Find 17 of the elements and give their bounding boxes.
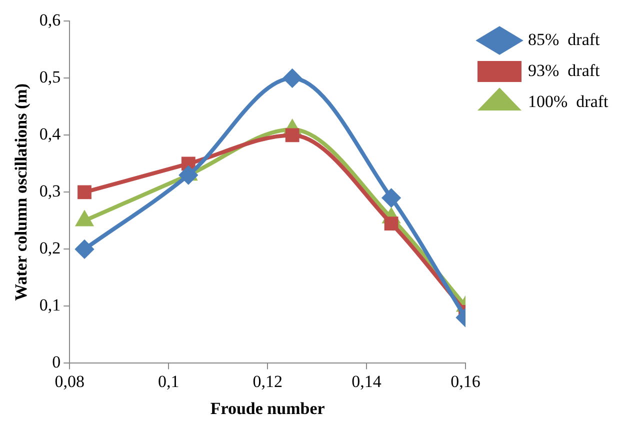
y-tick-label: 0,6: [39, 10, 61, 30]
legend-label: 93% draft: [528, 60, 600, 80]
x-tick-label: 0,14: [352, 372, 382, 391]
y-tick-label: 0,5: [39, 68, 61, 87]
x-axis-title: Froude number: [210, 399, 326, 418]
x-tick-label: 0,08: [54, 372, 85, 391]
y-tick-label: 0,3: [39, 182, 61, 201]
x-tick-label: 0,1: [158, 372, 180, 391]
y-tick-label: 0,4: [39, 124, 62, 144]
y-tick-label: 0,1: [39, 296, 61, 315]
legend-label: 100% draft: [528, 92, 609, 111]
y-tick-label: 0: [52, 352, 61, 372]
x-tick-label: 0,12: [252, 372, 282, 391]
legend-label: 85% draft: [528, 30, 600, 49]
x-tick-label: 0,16: [450, 372, 480, 391]
y-tick-label: 0,2: [39, 238, 61, 258]
y-axis-title: Water column oscillations (m): [12, 84, 31, 301]
